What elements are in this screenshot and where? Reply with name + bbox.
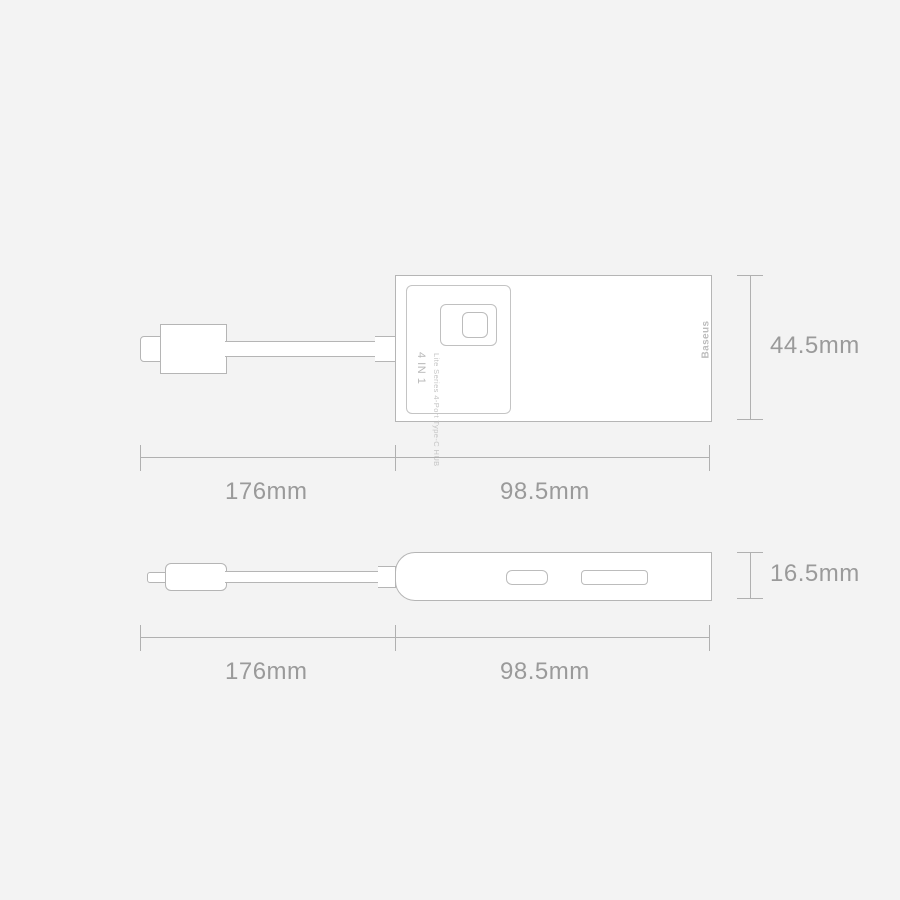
top-connector-boot (160, 324, 227, 374)
top-cable (225, 341, 375, 357)
top-strain-relief (375, 336, 396, 362)
hub-brand-text: Baseus (701, 321, 712, 359)
hub-panel-main-label: 4 IN 1 (415, 352, 427, 384)
hub-logo-plate (440, 304, 497, 346)
side-connector-boot (165, 563, 227, 591)
hub-logo-square-icon (462, 312, 488, 338)
dim-body-side-label: 98.5mm (500, 658, 590, 686)
dim-height-top-label: 44.5mm (770, 332, 860, 360)
dim-row-side (140, 625, 710, 651)
dim-height-side-label: 16.5mm (770, 560, 860, 588)
port-hdmi-icon (581, 570, 648, 585)
dim-cable-side-label: 176mm (225, 658, 308, 686)
hub-top-panel: 4 IN 1 Lite Series 4-Port Type-C HUB (406, 285, 511, 414)
diagram-stage: 4 IN 1 Lite Series 4-Port Type-C HUB Bas… (0, 0, 900, 900)
port-usb-c-icon (506, 570, 548, 585)
dim-cable-top-label: 176mm (225, 478, 308, 506)
hub-side-view (395, 552, 712, 601)
top-connector-tip (140, 336, 162, 362)
side-strain-relief (378, 566, 396, 588)
side-cable (225, 571, 380, 583)
dim-body-top-label: 98.5mm (500, 478, 590, 506)
dim-row-top (140, 445, 710, 471)
hub-top-view: 4 IN 1 Lite Series 4-Port Type-C HUB Bas… (395, 275, 712, 422)
